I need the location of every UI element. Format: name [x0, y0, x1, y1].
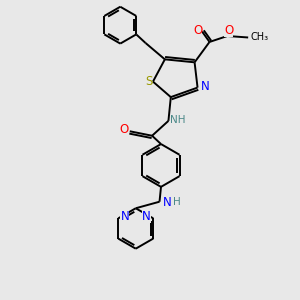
Text: O: O [193, 24, 202, 37]
Text: O: O [224, 24, 233, 37]
Text: NH: NH [169, 115, 185, 125]
Text: CH₃: CH₃ [250, 32, 268, 42]
Text: N: N [163, 196, 171, 209]
Text: N: N [142, 210, 151, 224]
Text: N: N [201, 80, 209, 93]
Text: O: O [120, 123, 129, 136]
Text: H: H [173, 197, 181, 207]
Text: S: S [145, 75, 152, 88]
Text: N: N [120, 210, 129, 224]
